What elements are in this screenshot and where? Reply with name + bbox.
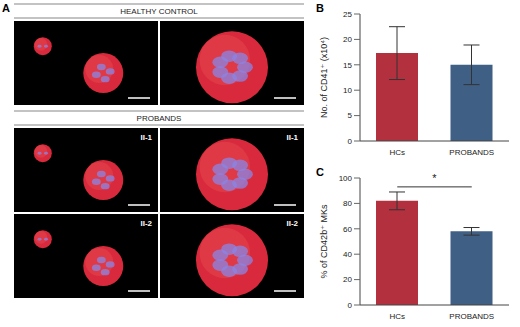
svg-text:40: 40 <box>343 250 352 259</box>
svg-text:No. of CD41⁺ (x10⁴): No. of CD41⁺ (x10⁴) <box>319 37 329 118</box>
html-text:C: C <box>316 166 324 178</box>
svg-text:II-2: II-2 <box>286 219 298 228</box>
svg-text:10: 10 <box>343 86 352 95</box>
svg-text:II-2: II-2 <box>140 219 152 228</box>
svg-text:PROBANDS: PROBANDS <box>449 148 494 157</box>
svg-text:15: 15 <box>343 61 352 70</box>
svg-text:25: 25 <box>343 10 352 19</box>
svg-text:80: 80 <box>343 199 352 208</box>
svg-text:20: 20 <box>343 35 352 44</box>
svg-text:II-1: II-1 <box>286 133 298 142</box>
svg-text:0: 0 <box>348 301 353 310</box>
svg-text:0: 0 <box>348 137 353 146</box>
svg-text:100: 100 <box>339 174 353 183</box>
svg-text:PROBANDS: PROBANDS <box>449 312 494 321</box>
svg-text:PROBANDS: PROBANDS <box>137 114 182 123</box>
svg-text:5: 5 <box>348 111 353 120</box>
svg-text:20: 20 <box>343 275 352 284</box>
svg-text:% of CD42b⁺ MKs: % of CD42b⁺ MKs <box>319 204 329 278</box>
svg-text:A: A <box>2 2 10 14</box>
svg-text:*: * <box>432 172 437 184</box>
svg-text:HEALTHY CONTROL: HEALTHY CONTROL <box>120 7 198 16</box>
svg-text:HCs: HCs <box>389 312 405 321</box>
svg-text:HCs: HCs <box>389 148 405 157</box>
html-text:B: B <box>316 2 324 14</box>
svg-text:II-1: II-1 <box>140 133 152 142</box>
svg-text:60: 60 <box>343 225 352 234</box>
